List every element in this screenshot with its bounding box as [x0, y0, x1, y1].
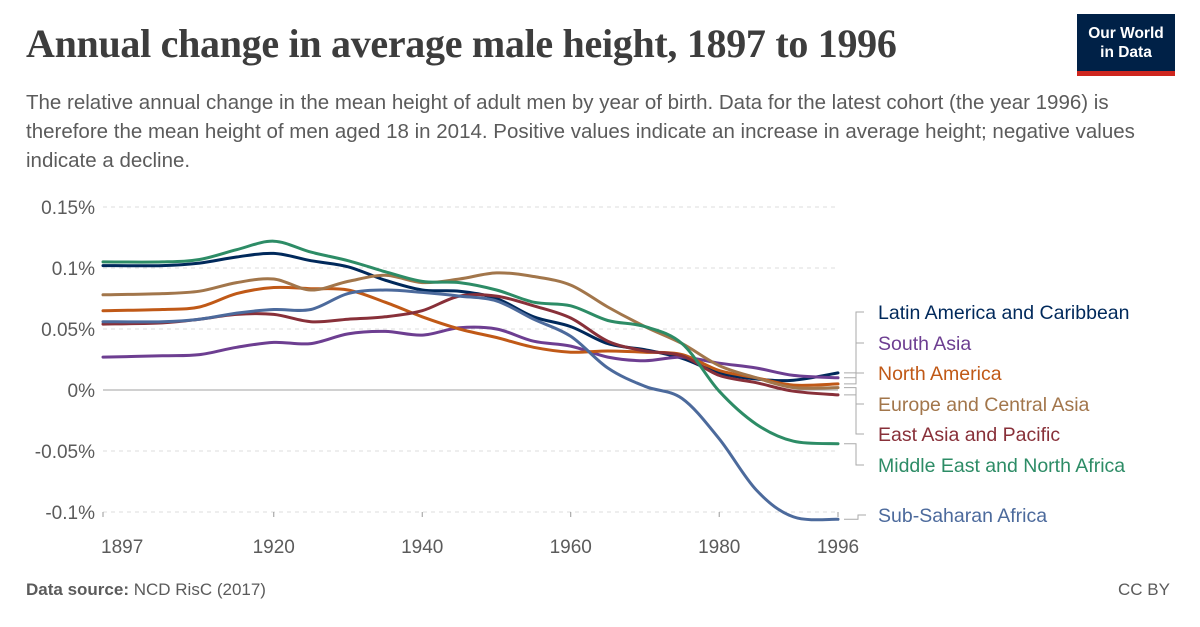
label-connector: [844, 372, 864, 385]
series-lines: [101, 239, 840, 522]
series-line-east-asia-and-pacific[interactable]: [101, 293, 840, 397]
logo-accent-bar: [1077, 71, 1175, 76]
data-source: Data source: NCD RisC (2017): [26, 580, 266, 600]
x-tick-label: 1960: [550, 537, 592, 558]
series-label-south-asia[interactable]: South Asia: [878, 333, 971, 355]
label-connector: [844, 514, 866, 520]
y-axis-ticks: -0.1% -0.05% 0% 0.05% 0.1% 0.15%: [35, 198, 95, 524]
y-tick-label: 0%: [68, 381, 96, 402]
series-labels: Latin America and Caribbean South Asia Nor…: [878, 302, 1130, 527]
label-connector: [844, 387, 864, 405]
data-source-label: Data source:: [26, 580, 129, 599]
series-label-europe-and-central-asia[interactable]: Europe and Central Asia: [878, 394, 1090, 416]
series-line-sub-saharan-africa[interactable]: [101, 288, 840, 522]
y-tick-label: 0.15%: [41, 198, 95, 219]
series-label-sub-saharan-africa[interactable]: Sub-Saharan Africa: [878, 505, 1047, 527]
x-tick-label: 1920: [253, 537, 295, 558]
y-tick-label: -0.05%: [35, 442, 95, 463]
x-axis-ticks: 1897 1920 1940 1960 1980 1996: [101, 512, 859, 558]
y-tick-label: -0.1%: [45, 503, 95, 524]
series-label-east-asia-and-pacific[interactable]: East Asia and Pacific: [878, 424, 1060, 446]
label-connector: [844, 342, 864, 379]
page-title: Annual change in average male height, 18…: [26, 21, 897, 66]
logo-line-1: Our World: [1088, 25, 1164, 42]
chart-subtitle: The relative annual change in the mean h…: [26, 91, 1135, 172]
label-connectors: [844, 311, 866, 520]
series-line-middle-east-and-north-africa[interactable]: [101, 239, 840, 446]
x-tick-label: 1996: [817, 537, 859, 558]
x-tick-label: 1980: [698, 537, 740, 558]
series-line-europe-and-central-asia[interactable]: [101, 271, 840, 390]
label-connector: [844, 311, 864, 374]
label-connector: [844, 394, 864, 435]
series-label-north-america[interactable]: North America: [878, 363, 1002, 385]
y-tick-label: 0.05%: [41, 320, 95, 341]
series-label-middle-east-and-north-africa[interactable]: Middle East and North Africa: [878, 455, 1125, 477]
logo-line-2: in Data: [1100, 44, 1152, 61]
owid-logo[interactable]: Our World in Data: [1077, 14, 1175, 76]
data-source-value[interactable]: NCD RisC (2017): [133, 580, 266, 599]
series-line-north-america[interactable]: [101, 285, 840, 387]
license-badge[interactable]: CC BY: [1118, 580, 1170, 599]
x-tick-label: 1897: [101, 537, 143, 558]
label-connector: [844, 443, 864, 466]
series-label-latin-america-and-caribbean[interactable]: Latin America and Caribbean: [878, 302, 1130, 324]
y-tick-label: 0.1%: [52, 259, 95, 280]
x-tick-label: 1940: [401, 537, 443, 558]
chart-grid: [103, 206, 838, 513]
